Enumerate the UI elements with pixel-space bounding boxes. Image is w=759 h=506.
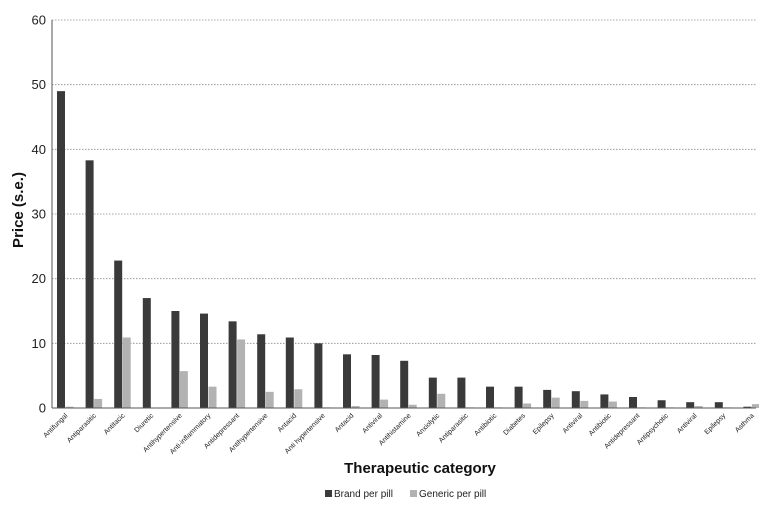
x-tick-label: Diabetes [503,412,528,437]
x-axis-title: Therapeutic category [344,460,496,477]
legend-swatch-brand [325,490,332,497]
bar-generic-18 [580,400,589,408]
x-tick-label: Antiviral [676,412,699,435]
x-tick-label: Antibiotic [588,412,613,437]
bar-brand-2 [114,260,123,408]
y-tick-label: 20 [32,271,46,286]
bar-generic-7 [265,391,274,408]
bar-brand-24 [743,406,752,408]
x-tick-label: Antitacic [103,412,127,436]
bar-brand-9 [314,343,323,408]
x-tick-label: Epilepsy [704,412,728,436]
x-tick-label: Antacid [334,412,356,434]
x-tick-label: Antacid [277,412,299,434]
bar-brand-3 [142,298,151,408]
bar-brand-15 [486,386,494,408]
bar-brand-1 [85,160,94,408]
x-tick-label: Antibiotic [473,412,498,437]
bar-generic-8 [294,389,303,408]
bar-brand-18 [571,391,580,408]
bar-brand-4 [171,311,180,408]
y-tick-label: 60 [32,13,46,28]
bar-generic-13 [437,393,446,408]
bar-generic-4 [179,371,188,408]
bar-generic-0 [65,406,74,408]
bar-brand-22 [686,402,695,408]
bars [57,91,759,408]
x-tick-label: Epilepsy [532,412,556,436]
bar-generic-17 [551,397,560,408]
x-tick-label: Asthma [734,412,756,434]
bar-brand-17 [543,389,552,408]
bar-brand-6 [228,321,237,408]
bar-brand-23 [714,402,723,408]
legend-label-generic: Generic per pill [419,489,486,500]
legend: Brand per pill Generic per pill [325,489,486,500]
bar-brand-13 [428,377,437,408]
bar-brand-14 [457,377,466,408]
bar-generic-22 [694,406,703,408]
gridlines [52,19,756,344]
legend-swatch-generic [410,490,417,497]
y-tick-label: 0 [39,401,46,416]
bar-generic-11 [380,399,389,408]
bar-generic-19 [608,401,617,408]
bar-brand-7 [257,334,266,408]
y-tick-label: 50 [32,77,46,92]
y-tick-label: 40 [32,142,46,157]
legend-label-brand: Brand per pill [334,489,393,500]
y-axis-ticks: 0 10 20 30 40 50 60 [32,13,46,416]
bar-brand-10 [343,354,351,408]
bar-generic-5 [208,386,217,408]
bar-brand-21 [657,400,666,408]
bar-brand-8 [285,337,294,408]
x-tick-label: Antiviral [361,412,384,435]
bar-generic-24 [751,404,759,408]
bar-generic-1 [94,398,103,408]
y-axis-title: Price (s.e.) [10,172,27,248]
bar-generic-16 [523,403,532,408]
x-tick-label: Antifungal [42,412,69,439]
bar-brand-12 [400,360,409,408]
x-tick-label: Antiparasitic [66,412,98,444]
bar-brand-11 [371,354,380,408]
x-tick-label: Antiparasitic [438,412,470,444]
x-tick-label: Diuretic [133,412,155,434]
y-tick-label: 10 [32,336,46,351]
bar-brand-19 [600,394,609,408]
y-tick-label: 30 [32,207,46,222]
bar-brand-5 [200,313,208,408]
bar-generic-10 [351,406,360,408]
bar-generic-2 [122,337,131,408]
bar-generic-6 [237,339,246,408]
x-tick-label: Antiviral [562,412,585,435]
bar-brand-16 [514,386,523,408]
x-tick-label: Anxiolytic [415,412,441,438]
bar-brand-20 [629,397,637,408]
bar-generic-12 [408,404,417,408]
bar-brand-0 [57,91,65,408]
